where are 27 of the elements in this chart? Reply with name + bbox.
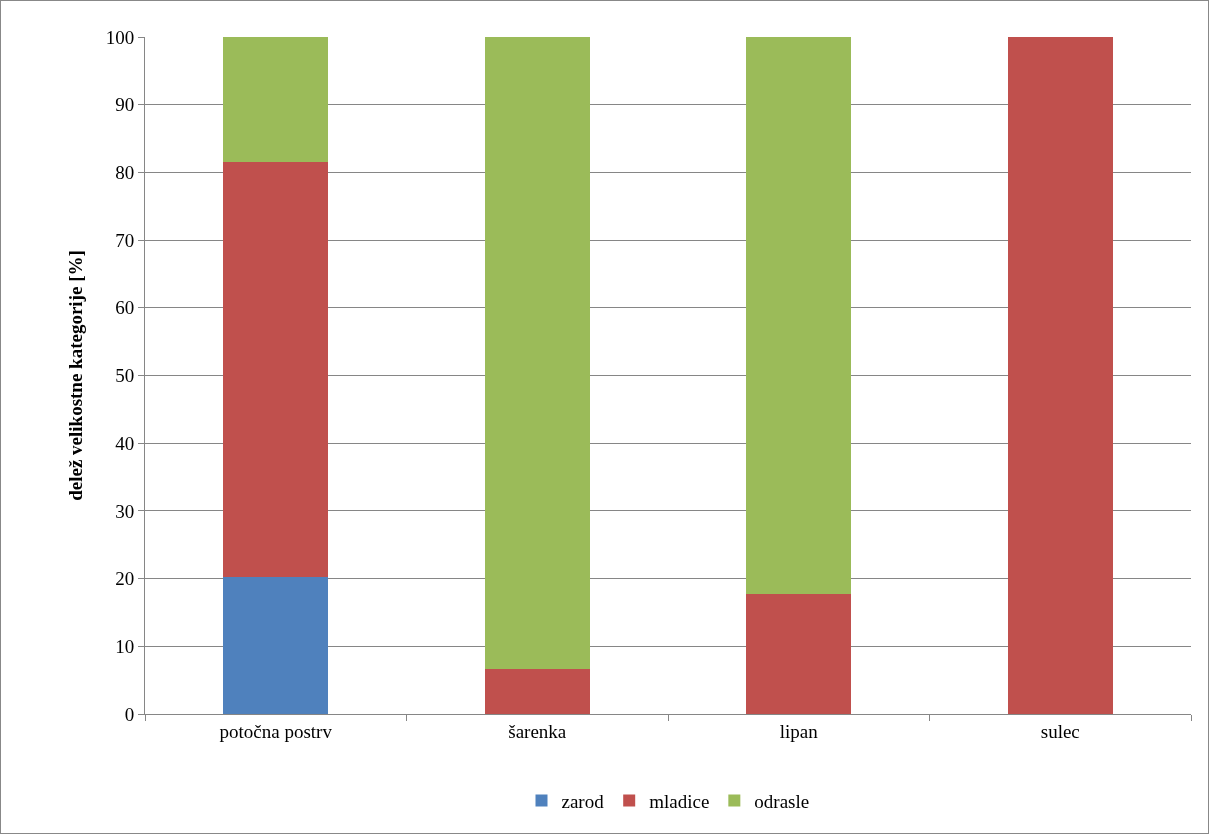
bar (1007, 37, 1113, 714)
bar (223, 577, 329, 714)
x-tick-label: potočna postrv (219, 720, 333, 742)
y-tick-label: 60 (115, 297, 135, 319)
y-tick-label: 40 (115, 432, 135, 454)
legend-label: mladice (649, 790, 710, 812)
y-tick-label: 20 (115, 568, 135, 590)
x-tick-label: sulec (1040, 720, 1080, 742)
bar (223, 162, 329, 578)
y-tick-label: 100 (105, 26, 135, 48)
y-tick-label: 30 (115, 500, 135, 522)
bar (746, 37, 852, 595)
y-tick-label: 0 (124, 703, 135, 725)
bar (746, 594, 852, 714)
legend-label: odrasle (754, 790, 810, 812)
y-axis-title: delež velikostne kategorije [%] (64, 250, 86, 501)
legend-label: zarod (561, 790, 605, 812)
bar (223, 37, 329, 163)
y-tick-label: 50 (115, 365, 135, 387)
x-tick-label: lipan (779, 720, 819, 742)
y-tick-label: 90 (115, 94, 135, 116)
y-tick-label: 80 (115, 162, 135, 184)
y-tick-label: 70 (115, 229, 135, 251)
bar (484, 37, 590, 670)
bar (484, 669, 590, 714)
x-tick-label: šarenka (508, 720, 567, 742)
y-tick-label: 10 (115, 635, 135, 657)
